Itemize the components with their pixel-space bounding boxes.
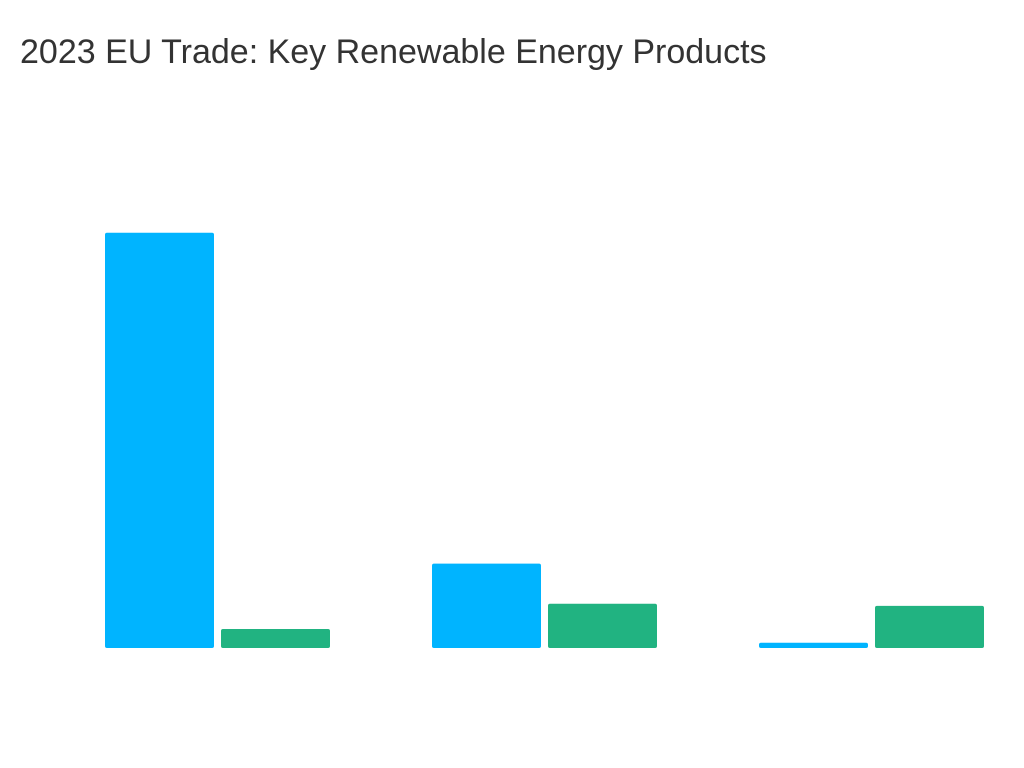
bar [875, 605, 984, 648]
bar [432, 563, 541, 648]
chart-title: 2023 EU Trade: Key Renewable Energy Prod… [20, 33, 767, 71]
bar [759, 642, 868, 648]
bar [548, 603, 657, 648]
bar [221, 629, 330, 648]
bar [105, 232, 214, 648]
